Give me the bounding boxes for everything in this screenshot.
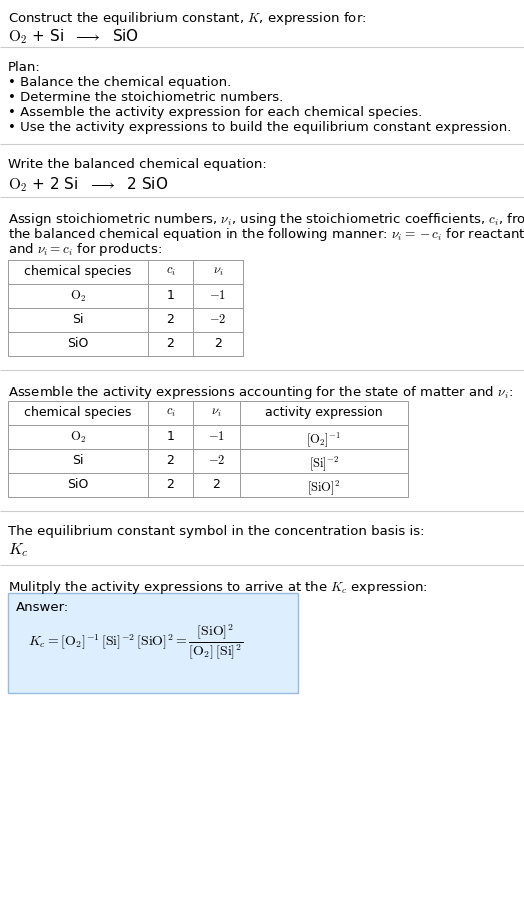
- Text: • Balance the chemical equation.: • Balance the chemical equation.: [8, 76, 231, 89]
- Text: $K_c = [\mathrm{O_2}]^{-1}\,[\mathrm{Si}]^{-2}\,[\mathrm{SiO}]^{2} = \dfrac{[\ma: $K_c = [\mathrm{O_2}]^{-1}\,[\mathrm{Si}…: [28, 623, 243, 662]
- Text: chemical species: chemical species: [24, 406, 132, 419]
- Text: $\nu_i$: $\nu_i$: [213, 265, 223, 278]
- Text: 2: 2: [214, 337, 222, 350]
- Text: Answer:: Answer:: [16, 601, 69, 614]
- Text: chemical species: chemical species: [24, 265, 132, 278]
- Text: Mulitply the activity expressions to arrive at the $K_c$ expression:: Mulitply the activity expressions to arr…: [8, 579, 428, 596]
- Text: • Use the activity expressions to build the equilibrium constant expression.: • Use the activity expressions to build …: [8, 121, 511, 134]
- Text: $K_c$: $K_c$: [8, 541, 28, 558]
- Text: $[\mathrm{SiO}]^{2}$: $[\mathrm{SiO}]^{2}$: [307, 478, 341, 496]
- Text: $\mathrm{O_2}$ + 2 Si  $\longrightarrow$  2 SiO: $\mathrm{O_2}$ + 2 Si $\longrightarrow$ …: [8, 175, 168, 193]
- Text: $c_i$: $c_i$: [166, 406, 176, 419]
- Text: 2: 2: [167, 454, 174, 467]
- FancyBboxPatch shape: [8, 593, 298, 693]
- Text: Assemble the activity expressions accounting for the state of matter and $\nu_i$: Assemble the activity expressions accoun…: [8, 384, 513, 401]
- Text: 1: 1: [167, 289, 174, 302]
- Text: the balanced chemical equation in the following manner: $\nu_i = -c_i$ for react: the balanced chemical equation in the fo…: [8, 226, 524, 243]
- Text: SiO: SiO: [67, 478, 89, 491]
- Text: 2: 2: [167, 478, 174, 491]
- Bar: [8, 260, 243, 356]
- Text: $\mathrm{O_2}$: $\mathrm{O_2}$: [70, 289, 86, 304]
- Text: $\mathrm{O_2}$ + Si  $\longrightarrow$  SiO: $\mathrm{O_2}$ + Si $\longrightarrow$ Si…: [8, 27, 139, 46]
- Text: $[\mathrm{Si}]^{-2}$: $[\mathrm{Si}]^{-2}$: [309, 454, 339, 473]
- Text: and $\nu_i = c_i$ for products:: and $\nu_i = c_i$ for products:: [8, 241, 162, 258]
- Text: activity expression: activity expression: [265, 406, 383, 419]
- Text: Construct the equilibrium constant, $K$, expression for:: Construct the equilibrium constant, $K$,…: [8, 10, 366, 27]
- Text: The equilibrium constant symbol in the concentration basis is:: The equilibrium constant symbol in the c…: [8, 525, 424, 538]
- Text: $c_i$: $c_i$: [166, 265, 176, 278]
- Text: Assign stoichiometric numbers, $\nu_i$, using the stoichiometric coefficients, $: Assign stoichiometric numbers, $\nu_i$, …: [8, 211, 524, 228]
- Text: Si: Si: [72, 313, 84, 326]
- Text: 2: 2: [167, 313, 174, 326]
- Text: $\mathrm{O_2}$: $\mathrm{O_2}$: [70, 430, 86, 445]
- Text: 1: 1: [167, 430, 174, 443]
- Text: $-1$: $-1$: [210, 289, 226, 302]
- Text: Plan:: Plan:: [8, 61, 41, 74]
- Text: Si: Si: [72, 454, 84, 467]
- Text: • Determine the stoichiometric numbers.: • Determine the stoichiometric numbers.: [8, 91, 283, 104]
- Text: $\nu_i$: $\nu_i$: [211, 406, 222, 419]
- Text: $-2$: $-2$: [208, 454, 225, 467]
- Text: $-1$: $-1$: [208, 430, 225, 443]
- Text: 2: 2: [213, 478, 221, 491]
- Text: $-2$: $-2$: [209, 313, 227, 326]
- Text: SiO: SiO: [67, 337, 89, 350]
- Text: 2: 2: [167, 337, 174, 350]
- Text: $[\mathrm{O_2}]^{-1}$: $[\mathrm{O_2}]^{-1}$: [307, 430, 342, 449]
- Text: Write the balanced chemical equation:: Write the balanced chemical equation:: [8, 158, 267, 171]
- Bar: [8, 401, 408, 497]
- Text: • Assemble the activity expression for each chemical species.: • Assemble the activity expression for e…: [8, 106, 422, 119]
